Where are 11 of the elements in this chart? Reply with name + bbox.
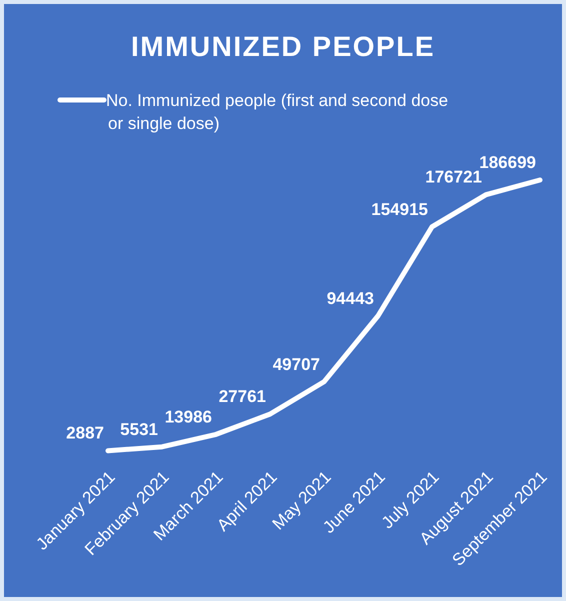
data-label: 2887	[66, 424, 104, 443]
data-label: 154915	[371, 200, 428, 219]
data-label: 186699	[479, 153, 536, 172]
data-label: 49707	[272, 354, 320, 374]
chart-title: IMMUNIZED PEOPLE	[130, 31, 436, 62]
data-label: 27761	[218, 387, 266, 406]
data-label: 94443	[326, 288, 374, 308]
data-label: 5531	[120, 420, 158, 439]
legend-label: No. Immunized people (first and second dose or single dose)	[106, 91, 448, 133]
data-label: 13986	[164, 407, 212, 426]
data-label: 176721	[425, 168, 482, 187]
